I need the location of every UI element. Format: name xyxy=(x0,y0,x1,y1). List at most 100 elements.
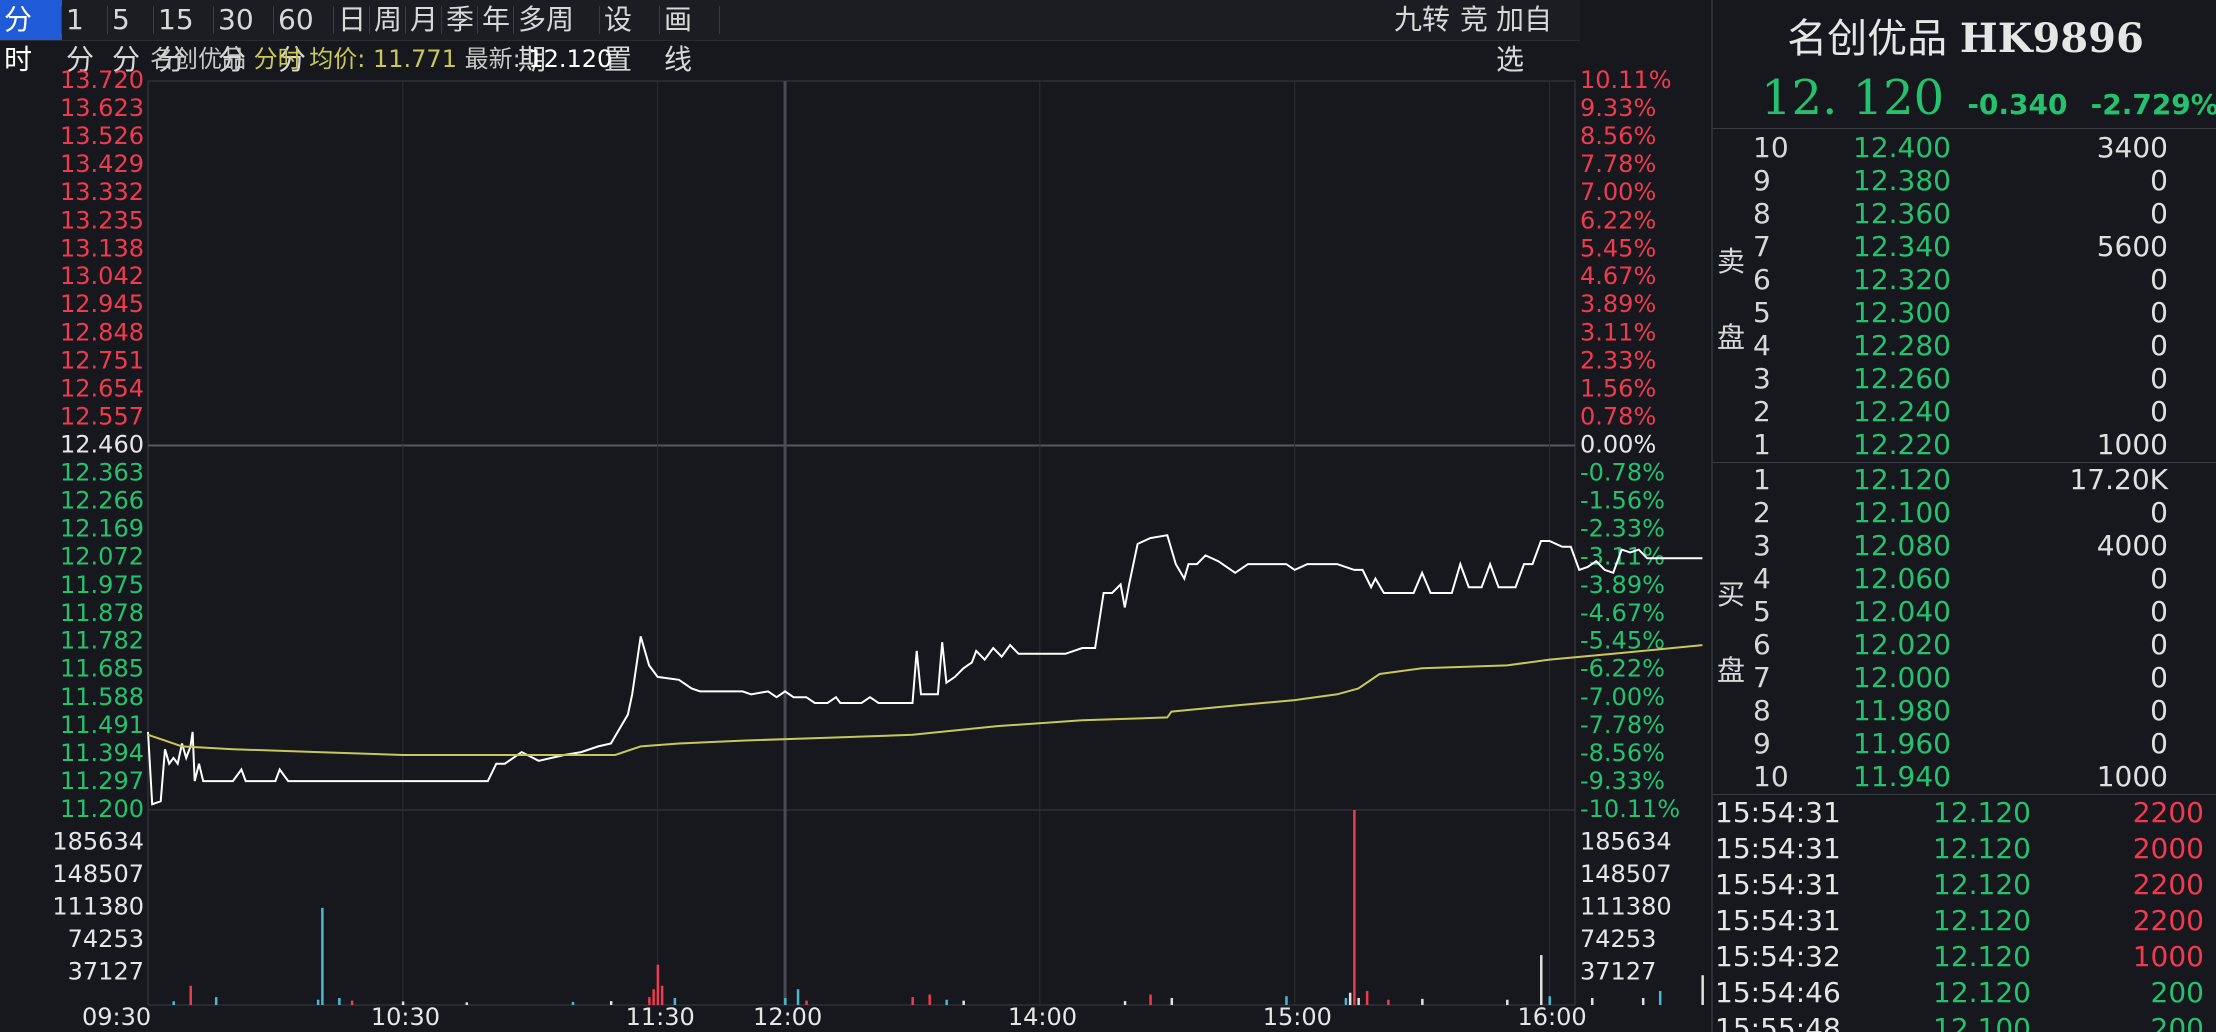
bids-price: 11.940 xyxy=(1853,760,1951,793)
volume-bar xyxy=(1387,999,1390,1005)
period-tab-11[interactable]: 多周期 xyxy=(518,3,575,76)
asks-price: 12.280 xyxy=(1853,329,1951,362)
bids-row: 2 12.100 0 xyxy=(1713,496,2216,529)
price-tick-label: 13.623 xyxy=(60,94,144,122)
volume-bar xyxy=(648,997,651,1005)
asks-level: 5 xyxy=(1753,296,1771,329)
volume-bar xyxy=(652,989,655,1005)
price-tick-label: 11.491 xyxy=(60,711,144,739)
price-tick-label: 12.460 xyxy=(60,431,144,459)
period-tab-0[interactable]: 分时 xyxy=(0,0,62,76)
chart-header-name: 名创优品 xyxy=(150,45,246,73)
volume-bar xyxy=(962,1000,965,1005)
bids-level: 1 xyxy=(1753,463,1771,496)
bids-volume: 0 xyxy=(2150,496,2168,529)
volume-bar xyxy=(401,1001,405,1005)
bids-price: 12.000 xyxy=(1853,661,1951,694)
period-tab-2[interactable]: 5分 xyxy=(112,3,141,76)
period-tab-7[interactable]: 周 xyxy=(374,3,403,36)
volume-tick-label: 148507 xyxy=(52,860,144,888)
price-tick-label: 11.297 xyxy=(60,767,144,795)
percent-tick-label: 0.00% xyxy=(1580,431,1656,459)
percent-tick-label: -3.11% xyxy=(1580,543,1665,571)
asks-row: 5 12.300 0 xyxy=(1713,296,2216,329)
chart-header-latest-label: 最新: xyxy=(457,45,521,73)
bids-volume: 1000 xyxy=(2096,760,2168,793)
volume-bar xyxy=(1590,997,1594,1005)
period-tab-4[interactable]: 30分 xyxy=(218,3,254,76)
quote-panel: 名创优品 HK9896 12. 120 -0.340 -2.729% 10 12.… xyxy=(1711,0,2216,1032)
period-tab-12[interactable]: 设置 xyxy=(604,3,633,76)
asks-level: 3 xyxy=(1753,362,1771,395)
bids-level: 10 xyxy=(1753,760,1789,793)
trade-price: 12.120 xyxy=(1933,940,2031,973)
period-tab-13[interactable]: 画线 xyxy=(664,3,693,76)
percent-tick-label: 6.22% xyxy=(1580,206,1656,234)
volume-bar xyxy=(350,1000,354,1005)
period-tab-6[interactable]: 日 xyxy=(338,3,367,36)
quote-line: 12. 120 -0.340 -2.729% xyxy=(1761,70,2216,130)
volume-bar xyxy=(1357,997,1360,1005)
percent-tick-label: -9.33% xyxy=(1580,767,1665,795)
asks-volume: 3400 xyxy=(2096,131,2168,164)
volume-bar xyxy=(1149,994,1152,1005)
toolbar-right-item-0[interactable]: 九转 xyxy=(1394,3,1451,36)
period-tab-8[interactable]: 月 xyxy=(410,3,439,36)
bids-volume: 17.20K xyxy=(2069,463,2168,496)
buy-side-label: 买 xyxy=(1717,578,1746,611)
bids-row: 6 12.020 0 xyxy=(1713,628,2216,661)
percent-tick-label: 8.56% xyxy=(1580,122,1656,150)
volume-bar xyxy=(660,985,664,1005)
price-tick-label: 12.751 xyxy=(60,346,144,374)
volume-tick-label-right: 37127 xyxy=(1580,958,1656,986)
volume-bar xyxy=(1421,998,1424,1005)
bids-row: 5 12.040 0 xyxy=(1713,595,2216,628)
toolbar-separator xyxy=(153,6,154,34)
price-tick-label: 13.235 xyxy=(60,206,144,234)
volume-bar xyxy=(656,964,660,1005)
chart-header-avg: 均价: 11.771 xyxy=(302,45,457,73)
percent-tick-label: 1.56% xyxy=(1580,374,1656,402)
asks-price: 12.260 xyxy=(1853,362,1951,395)
bids-price: 12.040 xyxy=(1853,595,1951,628)
price-change: -0.340 xyxy=(1967,88,2068,121)
bids-row: 7 12.000 0 xyxy=(1713,661,2216,694)
asks-volume: 0 xyxy=(2150,197,2168,230)
asks-volume: 5600 xyxy=(2096,230,2168,263)
book-bottom-divider xyxy=(1713,794,2216,795)
volume-bar xyxy=(338,997,341,1005)
period-tab-10[interactable]: 年 xyxy=(482,3,511,36)
price-tick-label: 11.685 xyxy=(60,655,144,683)
percent-tick-label: 7.00% xyxy=(1580,178,1656,206)
percent-tick-label: 3.89% xyxy=(1580,290,1656,318)
asks-level: 1 xyxy=(1753,428,1771,461)
percent-tick-label: 10.11% xyxy=(1580,66,1672,94)
period-tab-1[interactable]: 1分 xyxy=(66,3,95,76)
asks-price: 12.340 xyxy=(1853,230,1951,263)
period-tab-5[interactable]: 60分 xyxy=(278,3,314,76)
toolbar-separator xyxy=(477,6,478,34)
trade-row: 15:54:31 12.120 2200 xyxy=(1713,796,2216,832)
volume-tick-label: 111380 xyxy=(52,893,144,921)
toolbar-right-item-1[interactable]: 竞 xyxy=(1460,3,1489,36)
trade-volume: 200 xyxy=(2150,976,2204,1009)
volume-bar xyxy=(609,1001,613,1005)
bids-level: 7 xyxy=(1753,661,1771,694)
asks-level: 4 xyxy=(1753,329,1771,362)
period-tab-3[interactable]: 15分 xyxy=(158,3,194,76)
volume-bar xyxy=(571,1001,575,1005)
volume-bar xyxy=(1365,990,1369,1005)
book-top-divider xyxy=(1713,128,2216,129)
volume-bar xyxy=(1344,997,1348,1005)
bids-price: 11.980 xyxy=(1853,694,1951,727)
trade-volume: 2200 xyxy=(2132,796,2204,829)
time-tick-label: 15:00 xyxy=(1263,1003,1332,1031)
volume-bar xyxy=(465,1002,469,1005)
period-tab-9[interactable]: 季 xyxy=(446,3,475,36)
volume-tick-label: 185634 xyxy=(52,828,144,856)
toolbar-separator xyxy=(599,6,600,34)
sell-side-label: 卖 xyxy=(1717,245,1746,278)
toolbar-right-item-2[interactable]: 加自选 xyxy=(1496,3,1553,76)
price-tick-label: 11.878 xyxy=(60,599,144,627)
percent-tick-label: 5.45% xyxy=(1580,234,1656,262)
